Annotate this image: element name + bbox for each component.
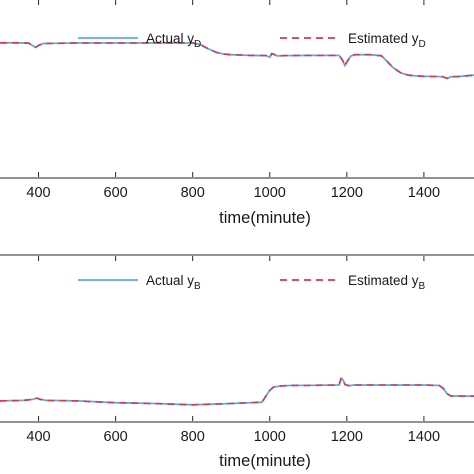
bottom-series-actual-line <box>0 377 474 406</box>
top-x-ticks: 400 600 800 1000 1200 1400 <box>26 0 440 201</box>
bottom-x-tick-label-400: 400 <box>26 429 50 445</box>
bottom-series-estimated-line <box>0 377 474 406</box>
bottom-legend-label-estimated: Estimated yB <box>348 273 426 292</box>
top-plot-frame <box>0 177 474 179</box>
top-x-tick-label-1400: 1400 <box>408 185 440 201</box>
bottom-series-group <box>0 377 474 406</box>
bottom-legend: Actual yB Estimated yB <box>78 273 426 292</box>
top-series-group <box>0 41 474 80</box>
top-x-tick-label-600: 600 <box>104 185 128 201</box>
top-legend-label-estimated: Estimated yD <box>348 31 426 50</box>
bottom-legend-label-actual: Actual yB <box>146 273 201 292</box>
top-legend: Actual yD Estimated yD <box>78 31 426 50</box>
bottom-plot-frame <box>0 254 474 423</box>
bottom-panel: 400 600 800 1000 1200 1400 time(minute) Actua… <box>0 254 474 470</box>
bottom-x-axis-label: time(minute) <box>219 452 311 470</box>
bottom-x-ticks: 400 600 800 1000 1200 1400 <box>26 256 440 445</box>
top-x-tick-label-400: 400 <box>26 185 50 201</box>
top-x-tick-label-1200: 1200 <box>331 185 363 201</box>
bottom-x-tick-label-600: 600 <box>104 429 128 445</box>
top-x-axis-label: time(minute) <box>219 209 311 227</box>
top-x-tick-label-1000: 1000 <box>254 185 286 201</box>
bottom-x-tick-label-800: 800 <box>181 429 205 445</box>
bottom-x-tick-label-1400: 1400 <box>408 429 440 445</box>
bottom-x-tick-label-1000: 1000 <box>254 429 286 445</box>
top-series-estimated-line <box>0 41 474 80</box>
bottom-x-tick-label-1200: 1200 <box>331 429 363 445</box>
top-panel: 400 600 800 1000 1200 1400 time(minute) Actua… <box>0 0 474 227</box>
top-series-actual-line <box>0 41 474 80</box>
top-legend-label-actual: Actual yD <box>146 31 201 50</box>
top-x-tick-label-800: 800 <box>181 185 205 201</box>
